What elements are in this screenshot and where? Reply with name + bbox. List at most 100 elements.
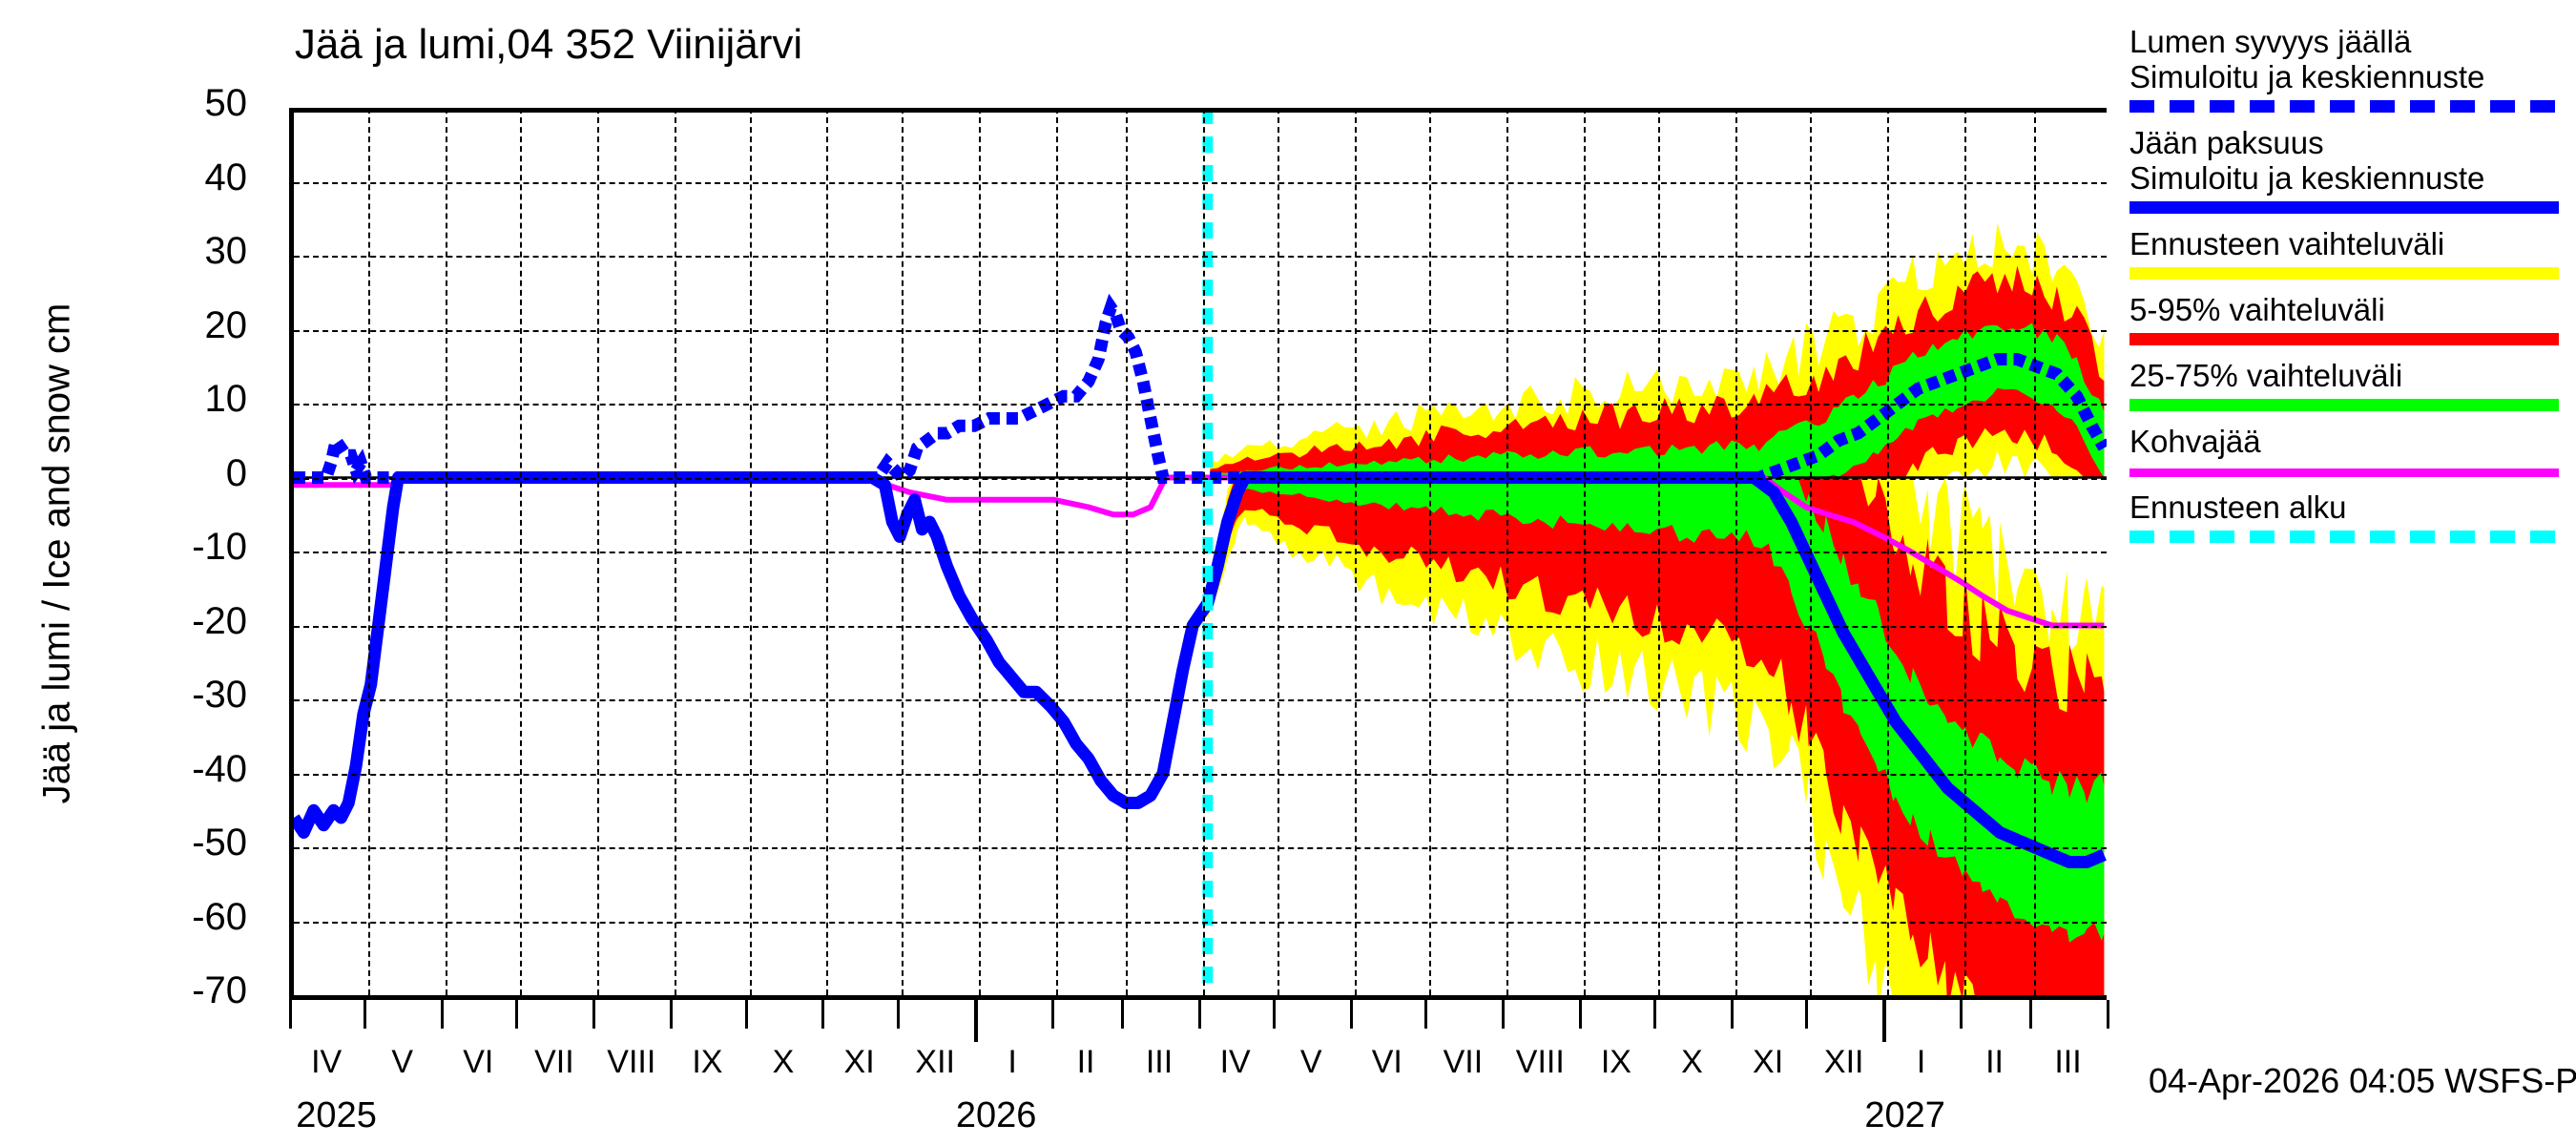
x-tick [2029,1000,2033,1029]
x-tick [1197,1000,1201,1029]
x-tick [1120,1000,1124,1029]
x-tick [1730,1000,1734,1029]
forecast-band-ice [1207,477,2105,943]
x-month-label: I [1008,1044,1017,1080]
y-tick-minor [289,366,294,370]
y-tick-minor [289,810,294,814]
x-month-label: IX [692,1044,723,1080]
footer-timestamp: 04-Apr-2026 04:05 WSFS-P [2149,1061,2576,1100]
legend-item-slush-ice: Kohvajää [2129,423,2568,477]
x-tick [1882,1000,1887,1042]
x-year-label: 2026 [955,1095,1037,1135]
x-month-label: XII [1823,1044,1864,1080]
y-tick-minor [289,662,294,666]
y-tick [289,108,294,113]
legend-label: Kohvajää [2129,423,2261,459]
y-tick [289,330,294,335]
y-tick-label: -10 [192,526,247,568]
page-title: Jää ja lumi,04 352 Viinijärvi [294,21,803,68]
x-tick [1050,1000,1054,1029]
legend-swatch-range-25-75 [2129,398,2559,411]
x-year-label: 2027 [1864,1095,1945,1135]
x-tick [1349,1000,1353,1029]
x-tick [1501,1000,1505,1029]
legend-sublabel: Simuloitu ja keskiennuste [2129,159,2485,196]
x-tick [1423,1000,1427,1029]
y-tick-minor [289,589,294,593]
x-month-label: VI [463,1044,494,1080]
legend-swatch-snow-depth-on-ice [2129,99,2559,113]
plot-clip [294,108,2107,995]
y-tick [289,922,294,926]
y-tick-minor [289,441,294,445]
legend-swatch-ice-thickness [2129,200,2559,214]
legend-label: 25-75% vaihteluväli [2129,357,2403,393]
y-tick [289,478,294,483]
x-month-label: XI [843,1044,875,1080]
x-tick [670,1000,674,1029]
y-tick-label: -60 [192,895,247,938]
y-tick [289,626,294,631]
y-tick-minor [289,219,294,222]
legend-label: 5-95% vaihteluväli [2129,291,2385,327]
y-tick-minor [289,145,294,149]
legend-item-range-25-75: 25-75% vaihteluväli [2129,357,2568,411]
x-tick [1805,1000,1809,1029]
legend-label: Lumen syvyys jäällä [2129,24,2412,59]
y-tick-label: 0 [225,451,247,494]
x-tick [896,1000,900,1029]
legend: Lumen syvyys jäällä Simuloitu ja keskienn… [2129,24,2568,556]
y-axis-title: Jää ja lumi / Ice and snow cm [35,302,78,804]
y-tick-minor [289,958,294,962]
x-month-label: VIII [1515,1044,1565,1080]
x-month-label: IX [1600,1044,1631,1080]
y-tick-minor [289,293,294,297]
y-tick-minor [289,885,294,888]
legend-item-forecast-range: Ennusteen vaihteluväli [2129,225,2568,280]
legend-item-forecast-start: Ennusteen alku [2129,489,2568,543]
y-tick-label: 10 [204,378,248,420]
x-tick [1653,1000,1657,1029]
x-month-label: VIII [607,1044,656,1080]
x-tick [1272,1000,1276,1029]
legend-item-snow-depth-on-ice: Lumen syvyys jäällä Simuloitu ja keskienn… [2129,24,2568,113]
x-month-label: V [391,1044,414,1080]
x-tick [744,1000,748,1029]
x-month-label: IV [311,1044,343,1080]
y-tick-label: -50 [192,822,247,864]
y-tick-label: -70 [192,969,247,1011]
x-tick [289,1000,292,1029]
legend-swatch-range-5-95 [2129,332,2559,345]
y-tick [289,182,294,187]
y-tick-label: 50 [204,82,248,124]
x-month-label: I [1916,1044,1926,1080]
y-tick-label: 20 [204,303,248,346]
x-month-label: V [1299,1044,1322,1080]
x-month-label: IV [1219,1044,1251,1080]
x-month-label: VII [1443,1044,1484,1080]
legend-label: Ennusteen alku [2129,489,2347,525]
x-tick [973,1000,978,1042]
x-month-label: VII [534,1044,574,1080]
y-tick [289,699,294,704]
y-tick [289,552,294,556]
x-month-label: X [1681,1044,1703,1080]
legend-swatch-forecast-range [2129,266,2559,280]
x-tick [592,1000,596,1029]
y-tick [289,847,294,852]
legend-item-ice-thickness: Jään paksuus Simuloitu ja keskiennuste [2129,124,2568,214]
y-tick-minor [289,514,294,518]
legend-sublabel: Simuloitu ja keskiennuste [2129,58,2485,94]
x-month-label: II [1076,1044,1095,1080]
h-gridline [294,995,2107,997]
forecast-band-ice [1207,477,2105,995]
legend-swatch-forecast-start [2129,530,2559,543]
legend-label: Jään paksuus [2129,124,2324,160]
legend-swatch-slush-ice [2129,468,2559,477]
x-month-label: XII [915,1044,955,1080]
x-month-label: III [1145,1044,1174,1080]
legend-label: Ennusteen vaihteluväli [2129,225,2445,261]
y-tick-label: 30 [204,230,248,272]
chart-canvas [294,108,2107,995]
